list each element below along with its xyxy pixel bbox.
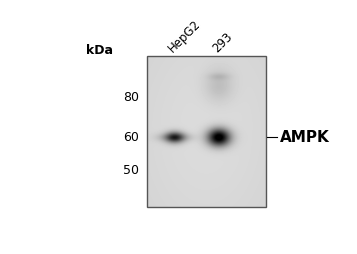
Text: HepG2: HepG2 — [166, 17, 203, 55]
Text: 293: 293 — [210, 30, 235, 55]
Text: kDa: kDa — [86, 43, 114, 57]
Text: 60: 60 — [123, 131, 139, 144]
Bar — [147, 56, 266, 207]
Text: 80: 80 — [123, 91, 139, 104]
Text: AMPK: AMPK — [280, 130, 330, 145]
Text: 50: 50 — [123, 164, 139, 177]
